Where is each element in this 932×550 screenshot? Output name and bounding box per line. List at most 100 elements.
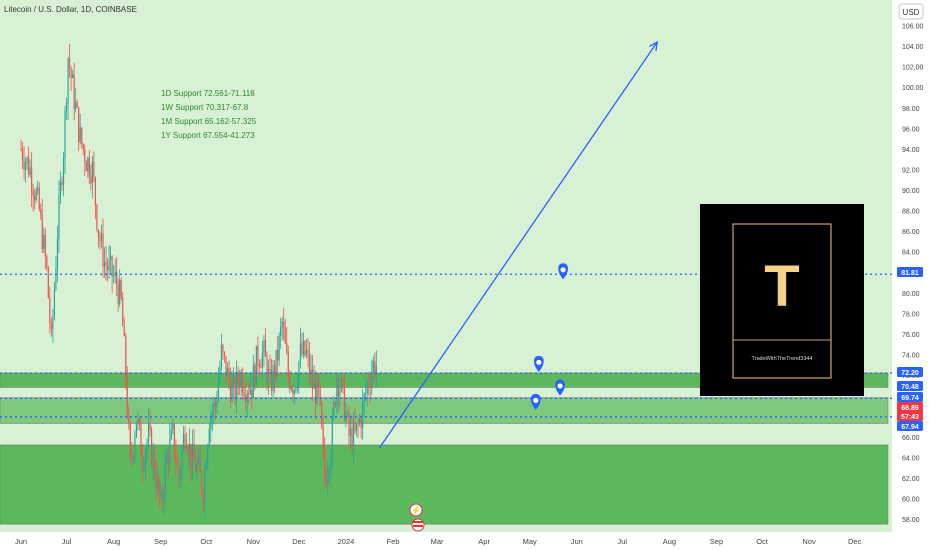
candle-body	[166, 453, 168, 463]
candle-body	[135, 421, 138, 438]
svg-text:67.94: 67.94	[901, 424, 919, 431]
candle-body	[357, 423, 359, 425]
candle-body	[97, 229, 100, 238]
currency-button[interactable]	[898, 3, 924, 20]
candle-body	[245, 396, 247, 402]
y-tick-label: 84.00	[902, 250, 920, 257]
candle-body	[187, 450, 189, 456]
support-zone	[0, 397, 889, 424]
candle-body	[106, 265, 109, 270]
candle-body	[362, 401, 364, 429]
candle-body	[23, 160, 25, 170]
candle-body	[126, 378, 128, 415]
candle-body	[240, 374, 242, 386]
candle-body	[100, 233, 103, 241]
candle-body	[354, 422, 356, 431]
chart-title: Litecoin / U.S. Dollar, 1D, COINBASE	[4, 5, 137, 14]
candle-body	[304, 341, 306, 356]
candle-body	[210, 416, 212, 429]
x-tick-label: 2024	[338, 537, 355, 546]
candle-body	[88, 157, 90, 178]
candle-body	[255, 345, 257, 386]
support-annotation: 1W Support 70.317-67.8	[161, 103, 249, 112]
candle-body	[175, 455, 177, 463]
candle-body	[43, 234, 45, 250]
y-tick-label: 106.00	[902, 24, 924, 31]
candle-body	[248, 393, 250, 395]
candle-body	[284, 328, 286, 344]
candle-body	[31, 167, 33, 192]
candle-body	[68, 58, 71, 69]
candle-body	[144, 452, 147, 468]
candle-body	[198, 457, 200, 464]
y-tick-label: 64.00	[902, 455, 920, 462]
candle-body	[365, 392, 367, 395]
candle-body	[278, 335, 280, 361]
candle-body	[264, 339, 267, 357]
candle-body	[237, 372, 239, 384]
candle-body	[352, 422, 355, 450]
candle-body	[374, 360, 376, 376]
y-tick-label: 66.00	[902, 435, 920, 442]
candle-body	[20, 148, 22, 150]
x-tick-label: Nov	[802, 537, 816, 546]
candle-body	[305, 350, 308, 356]
candle-body	[223, 352, 226, 357]
event-icons[interactable]: ⚡	[409, 503, 425, 532]
candle-body	[239, 383, 241, 386]
y-tick-label: 60.00	[902, 496, 920, 503]
svg-text:68.89: 68.89	[901, 405, 919, 412]
candle-body	[155, 474, 157, 490]
candle-body	[41, 213, 43, 250]
candle-body	[111, 256, 113, 277]
candle-body	[52, 316, 54, 330]
candle-body	[252, 365, 254, 398]
candle-body	[53, 289, 56, 317]
trend-arrow	[378, 40, 659, 449]
pin-icon[interactable]	[558, 263, 568, 280]
price-tag: 70.48	[897, 381, 923, 391]
candle-body	[229, 380, 232, 402]
pin-icon[interactable]	[533, 355, 544, 372]
candle-body	[147, 424, 150, 443]
candle-body	[105, 262, 107, 266]
candle-body	[208, 428, 210, 446]
pin-icon[interactable]	[555, 379, 565, 396]
candle-body	[204, 469, 206, 503]
candle-body	[321, 402, 323, 427]
candle-body	[91, 161, 93, 184]
candle-body	[163, 495, 165, 502]
candle-body	[277, 349, 279, 361]
candle-body	[324, 445, 326, 479]
candle-body	[169, 438, 171, 464]
candle-body	[185, 442, 188, 451]
support-lines	[0, 273, 892, 418]
candle-body	[337, 378, 339, 397]
x-tick-label: Dec	[292, 537, 306, 546]
pin-icon[interactable]	[530, 393, 541, 410]
time-axis[interactable]	[0, 532, 892, 550]
candle-body	[73, 74, 75, 109]
candle-body	[34, 195, 36, 201]
candle-body	[195, 460, 197, 472]
candle-body	[216, 401, 218, 408]
candle-body	[161, 493, 163, 502]
candle-body	[333, 402, 335, 416]
candle-body	[199, 457, 201, 472]
candle-body	[322, 426, 324, 446]
candle-body	[331, 415, 333, 460]
candle-body	[327, 474, 329, 484]
candle-body	[125, 335, 127, 379]
y-tick-label: 92.00	[902, 167, 920, 174]
arrow-head	[649, 40, 659, 52]
candle-body	[182, 434, 185, 450]
candle-body	[176, 462, 179, 464]
candle-body	[226, 367, 229, 378]
candle-body	[298, 361, 300, 384]
y-tick-label: 104.00	[902, 44, 924, 51]
lightning-icon[interactable]	[409, 503, 423, 517]
x-tick-label: May	[523, 537, 537, 546]
candle-body	[270, 369, 273, 391]
candle-body	[119, 280, 121, 305]
